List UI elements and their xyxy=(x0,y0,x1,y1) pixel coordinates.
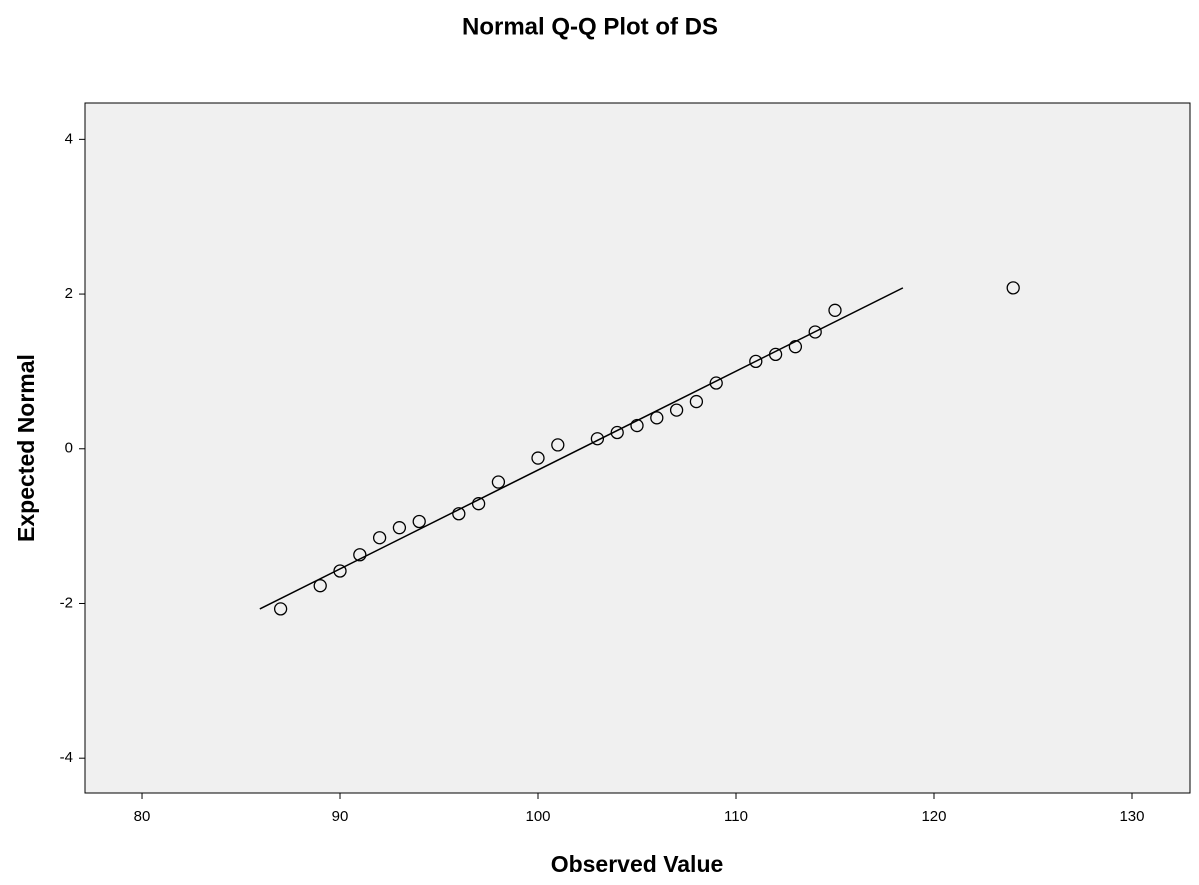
data-point xyxy=(333,564,347,578)
data-point xyxy=(1006,281,1020,295)
y-tick-label: 2 xyxy=(65,285,73,302)
data-point xyxy=(768,347,783,362)
reference-line xyxy=(259,287,904,610)
data-point xyxy=(452,507,466,521)
data-point xyxy=(273,602,288,616)
y-tick-label: 4 xyxy=(65,130,73,147)
data-point xyxy=(313,579,327,593)
x-tick-label: 100 xyxy=(525,808,550,825)
data-point xyxy=(491,475,506,489)
y-axis-label: Expected Normal xyxy=(13,354,39,542)
x-tick-label: 130 xyxy=(1119,808,1144,825)
data-point xyxy=(353,548,367,562)
data-point xyxy=(828,303,842,317)
data-point xyxy=(650,411,664,425)
y-tick-label: 0 xyxy=(65,440,73,457)
data-point xyxy=(412,514,426,529)
data-point xyxy=(749,354,763,369)
chart-title: Normal Q-Q Plot of DS xyxy=(462,13,718,40)
x-tick-label: 90 xyxy=(332,808,349,825)
data-point xyxy=(531,451,545,465)
data-point xyxy=(689,394,704,409)
data-point xyxy=(392,521,407,535)
data-point xyxy=(471,497,486,511)
x-axis-label: Observed Value xyxy=(551,851,724,877)
data-point xyxy=(610,425,624,440)
data-point xyxy=(372,531,387,545)
plot-area xyxy=(84,102,1191,794)
data-point xyxy=(669,403,684,417)
data-point xyxy=(551,438,565,452)
x-tick-label: 110 xyxy=(724,808,748,825)
data-point xyxy=(788,340,803,354)
y-tick-label: -4 xyxy=(60,749,73,766)
data-point xyxy=(630,418,644,433)
y-tick-label: -2 xyxy=(60,594,73,611)
x-tick-label: 80 xyxy=(134,808,151,825)
x-tick-label: 120 xyxy=(921,808,946,825)
data-point xyxy=(709,376,723,390)
data-point xyxy=(808,325,822,339)
data-point xyxy=(590,432,605,446)
